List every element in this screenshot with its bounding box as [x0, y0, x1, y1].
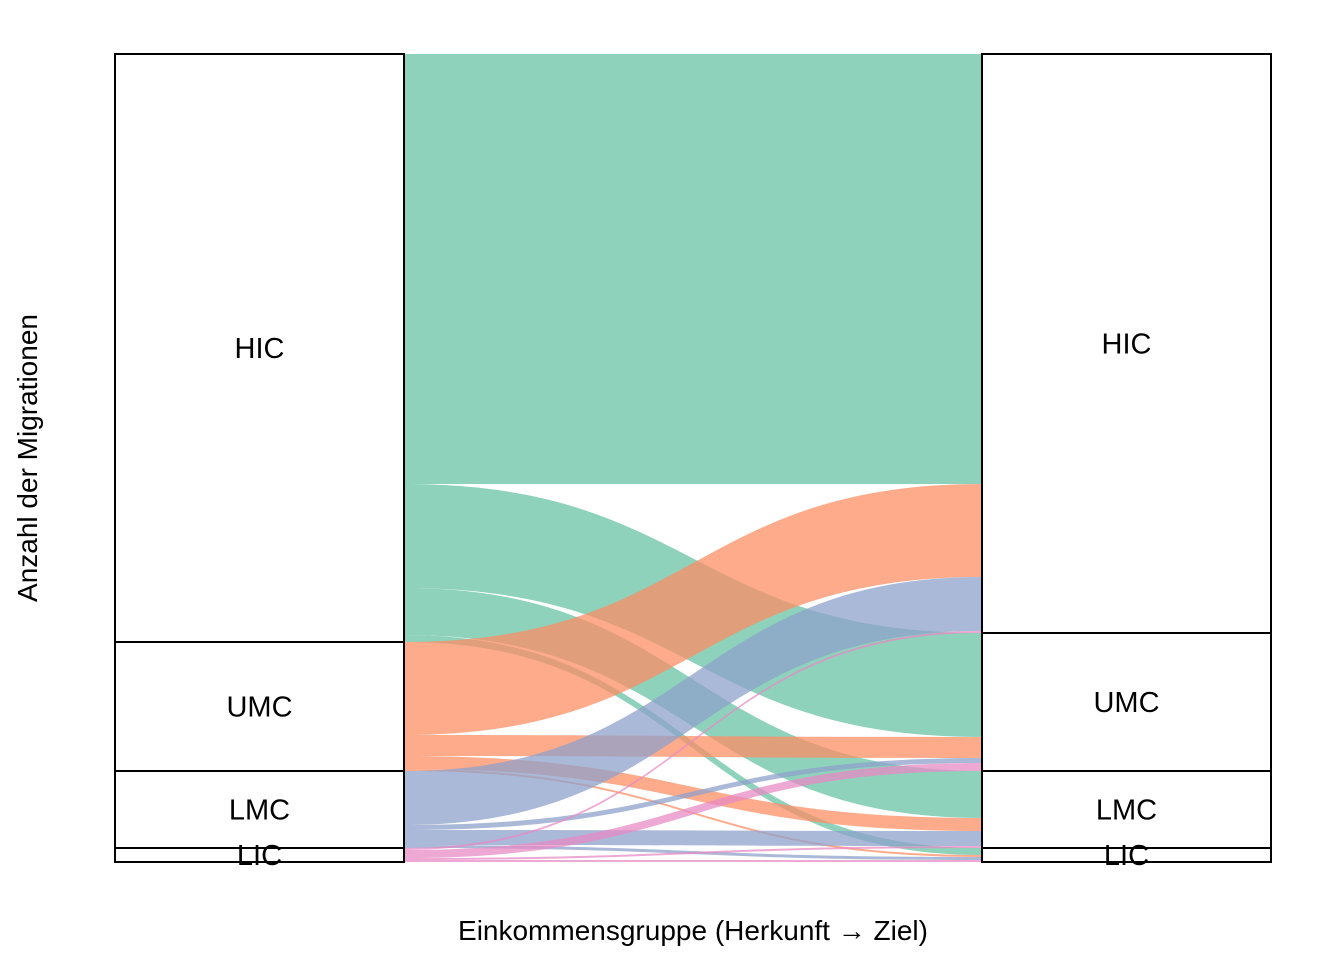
flow-lic-to-hic [404, 631, 982, 850]
flow-lmc-to-hic [404, 577, 982, 825]
flow-umc-to-hic [404, 484, 982, 735]
right-stratum-umc [981, 632, 1272, 772]
right-stratum-label-lmc: LMC [1096, 795, 1157, 827]
strata-layer: HIC UMC LMC LIC HIC UMC LMC LIC [114, 53, 1272, 872]
flow-lmc-to-lmc [404, 830, 982, 846]
left-stratum-label-lic: LIC [237, 840, 282, 872]
x-axis-title: Einkommensgruppe (Herkunft → Ziel) [458, 915, 928, 946]
right-stratum-hic [981, 53, 1272, 634]
left-stratum-label-umc: UMC [226, 692, 292, 724]
flow-umc-to-umc [404, 735, 982, 758]
right-stratum-label-lic: LIC [1104, 840, 1149, 872]
right-stratum-lic [981, 847, 1272, 863]
flow-hic-to-hic [404, 54, 982, 484]
left-stratum-lic [114, 847, 405, 863]
flow-lmc-to-umc [404, 758, 982, 830]
right-stratum-lmc [981, 770, 1272, 849]
right-stratum-label-hic: HIC [1102, 329, 1152, 361]
flow-lic-to-lmc [404, 846, 982, 860]
left-stratum-umc [114, 641, 405, 772]
flows-layer [404, 54, 982, 862]
left-stratum-lmc [114, 770, 405, 849]
flow-lic-to-umc [404, 763, 982, 858]
left-stratum-label-lmc: LMC [229, 795, 290, 827]
right-stratum-label-umc: UMC [1093, 687, 1159, 719]
left-stratum-hic [114, 53, 405, 643]
y-axis-title: Anzahl der Migrationen [12, 314, 43, 602]
left-stratum-label-hic: HIC [235, 333, 285, 365]
flow-lic-to-lic [404, 860, 982, 862]
